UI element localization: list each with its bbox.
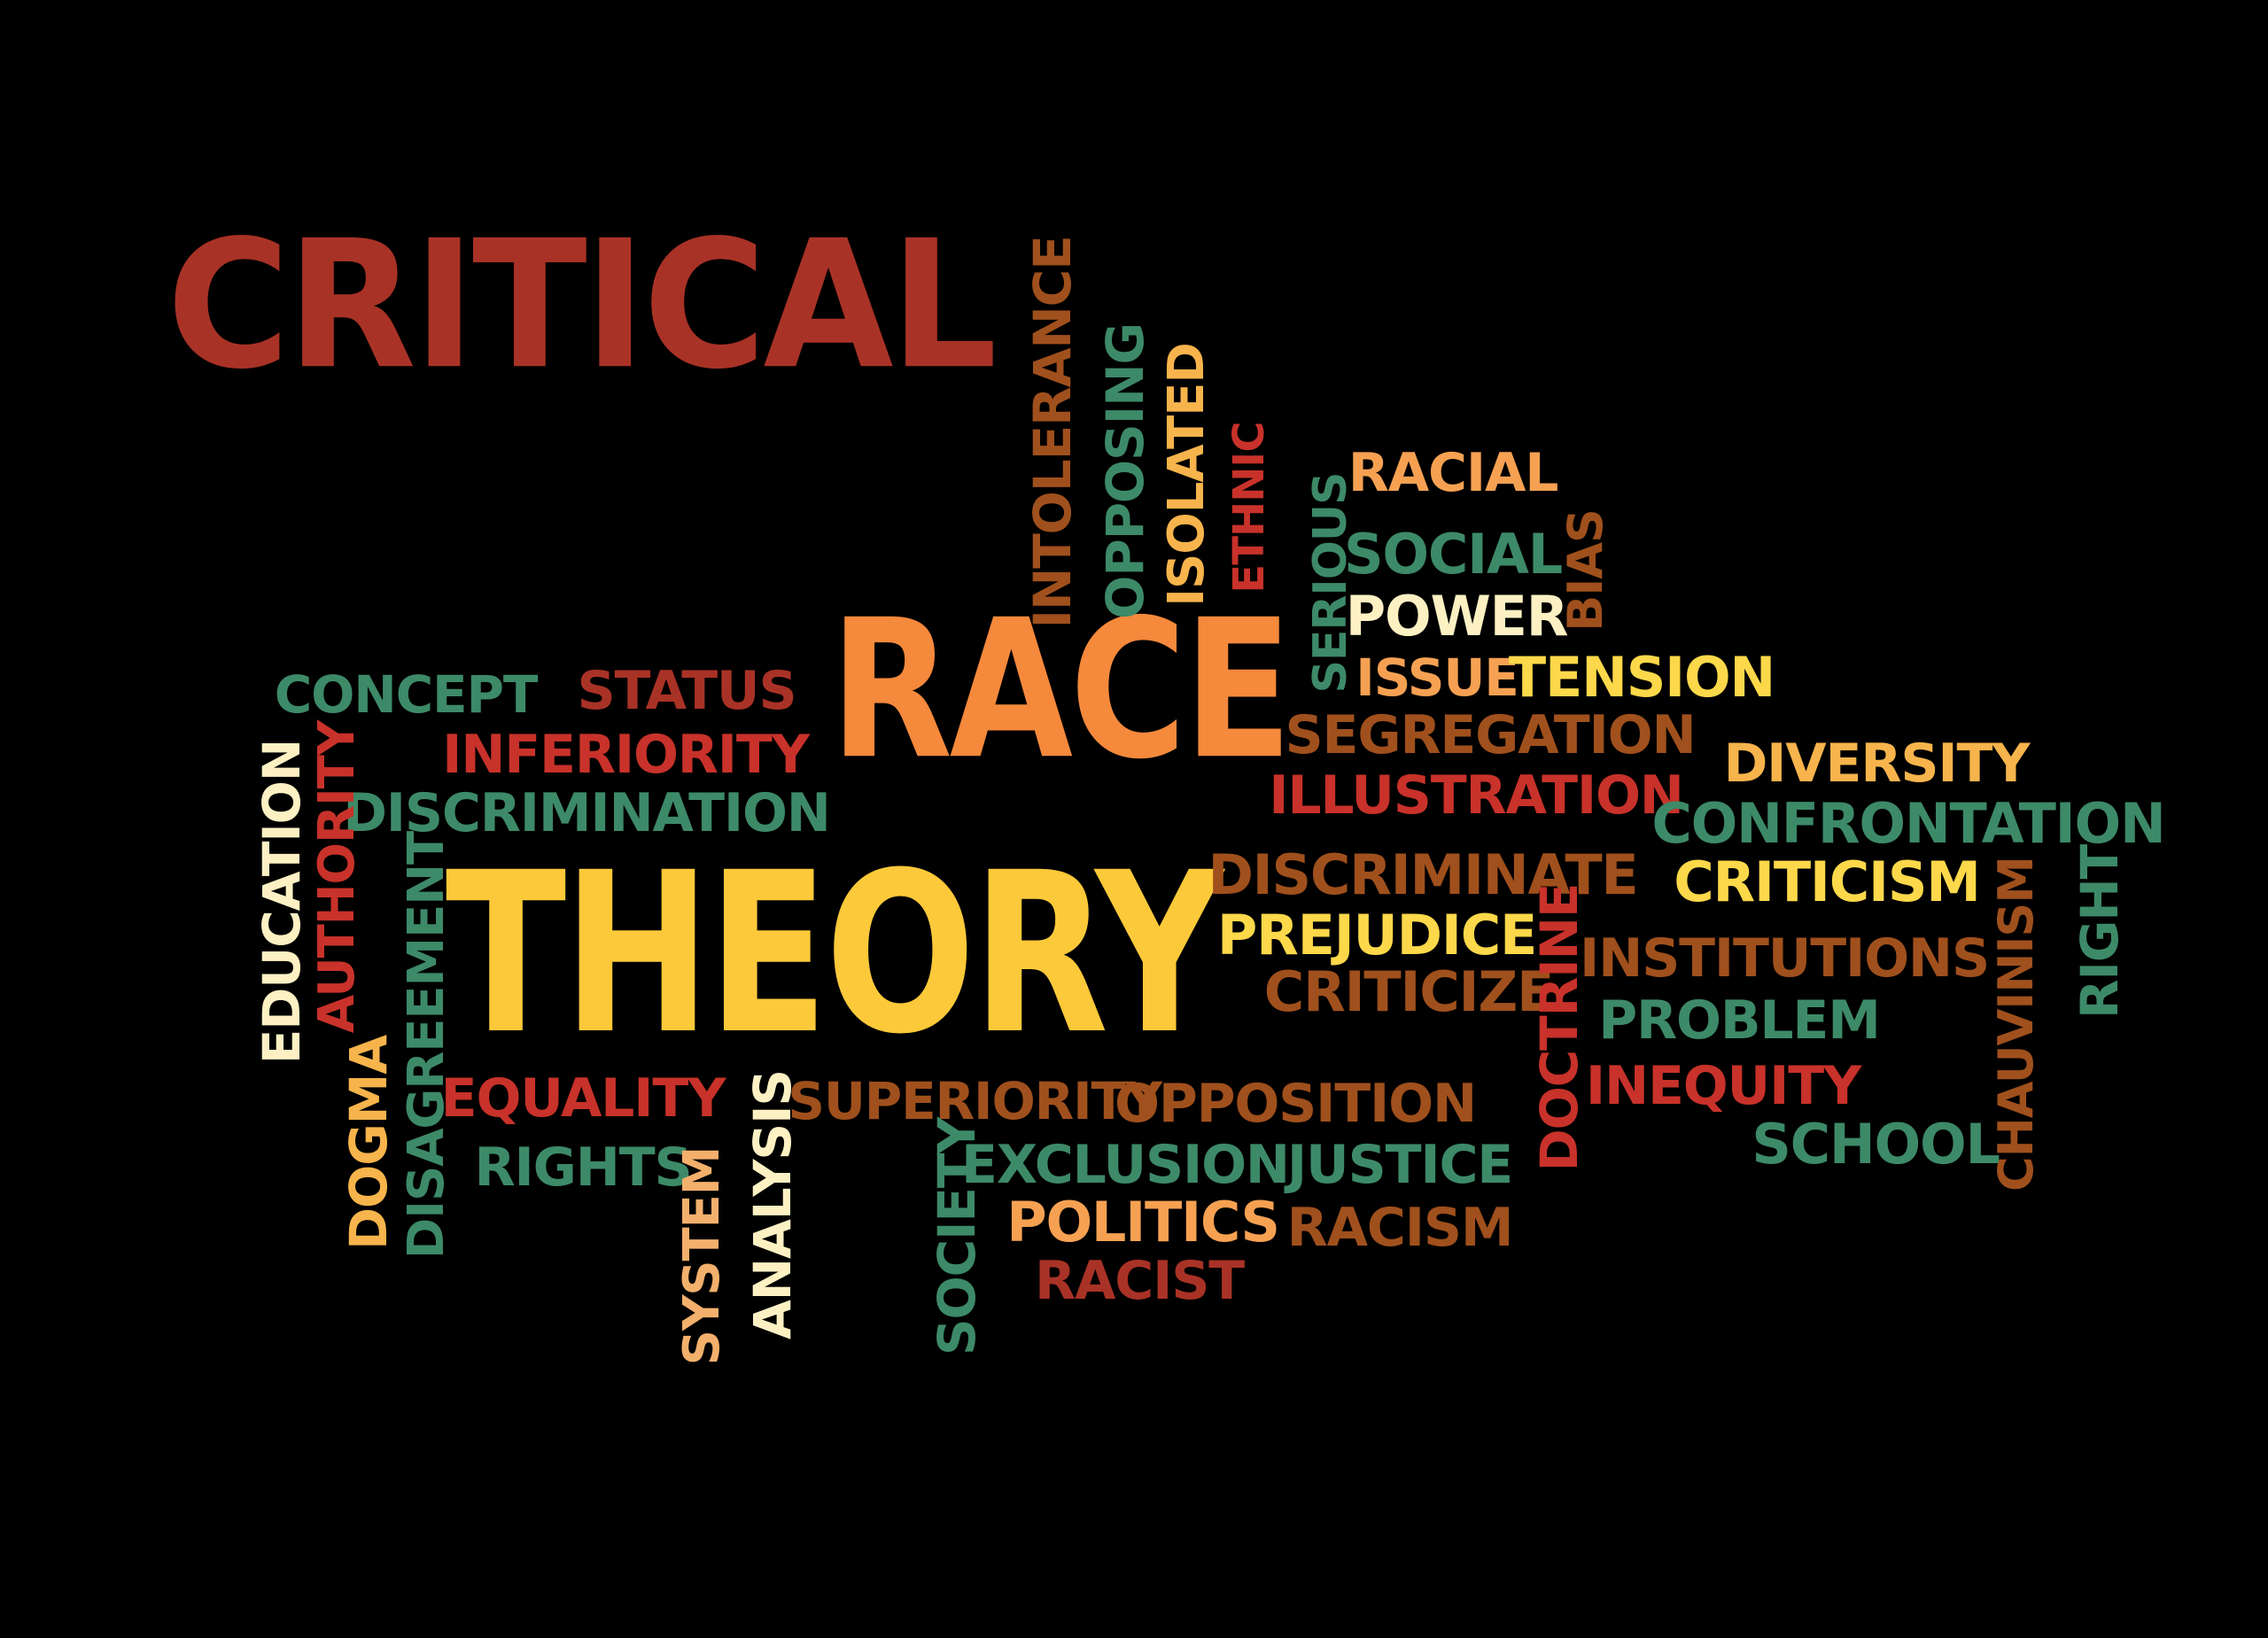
word-criticism: CRITICISM	[1674, 850, 1981, 914]
word-illustration: ILLUSTRATION	[1269, 765, 1684, 827]
word-confrontation: CONFRONTATION	[1651, 791, 2166, 856]
word-opposing: OPPOSING	[1095, 323, 1155, 619]
word-rights: RIGHTS	[474, 1137, 693, 1199]
word-critical: CRITICAL	[167, 202, 998, 408]
word-prejudice: PREJUDICE	[1216, 903, 1537, 967]
word-racism: RACISM	[1286, 1197, 1514, 1259]
word-superiority: SUPERIORITY	[788, 1071, 1162, 1131]
word-disagreement: DISAGREEMENT	[398, 831, 455, 1260]
word-racial: RACIAL	[1348, 442, 1559, 504]
word-authority: AUTHORITY	[308, 720, 366, 1034]
word-ethnic: ETHNIC	[1224, 422, 1274, 594]
word-system: SYSTEM	[673, 1146, 731, 1366]
word-segregation: SEGREGATION	[1285, 704, 1697, 766]
word-discriminate: DISCRIMINATE	[1208, 842, 1638, 907]
word-discrimination: DISCRIMINATION	[343, 782, 831, 844]
word-right: RIGHT	[2070, 844, 2130, 1020]
word-dogma: DOGMA	[338, 1036, 399, 1250]
word-issue: ISSUE	[1355, 648, 1519, 708]
word-bias: BIAS	[1557, 509, 1613, 632]
word-chauvinism: CHAUVINISM	[1988, 857, 2044, 1192]
word-intolerance: INTOLERANCE	[1022, 236, 1083, 629]
word-institutions: INSTITUTIONS	[1580, 928, 1990, 990]
word-inequity: INEQUITY	[1585, 1055, 1862, 1117]
word-power: POWER	[1345, 584, 1569, 648]
word-status: STATUS	[577, 660, 797, 722]
word-exclusion: EXCLUSION	[961, 1134, 1290, 1196]
word-isolated: ISOLATED	[1158, 343, 1216, 607]
word-diversity: DIVERSITY	[1723, 733, 2031, 795]
word-tension: TENSION	[1508, 645, 1775, 710]
word-race: RACE	[829, 579, 1293, 802]
word-justice: JUSTICE	[1286, 1134, 1513, 1196]
word-opposition: OPPOSITION	[1115, 1073, 1477, 1135]
word-problem: PROBLEM	[1598, 990, 1881, 1052]
word-racist: RACIST	[1035, 1250, 1245, 1312]
word-doctrine: DOCTRINE	[1529, 883, 1589, 1172]
word-theory: THEORY	[445, 825, 1223, 1083]
word-politics: POLITICS	[1006, 1190, 1280, 1254]
word-criticize: CRITICIZE	[1263, 959, 1555, 1024]
word-education: EDUCATION	[252, 739, 312, 1065]
word-inferiority: INFERIORITY	[442, 724, 810, 786]
word-equality: EQUALITY	[440, 1067, 726, 1130]
word-social: SOCIAL	[1344, 522, 1563, 586]
word-concept: CONCEPT	[274, 664, 539, 725]
word-school: SCHOOL	[1751, 1112, 2000, 1176]
